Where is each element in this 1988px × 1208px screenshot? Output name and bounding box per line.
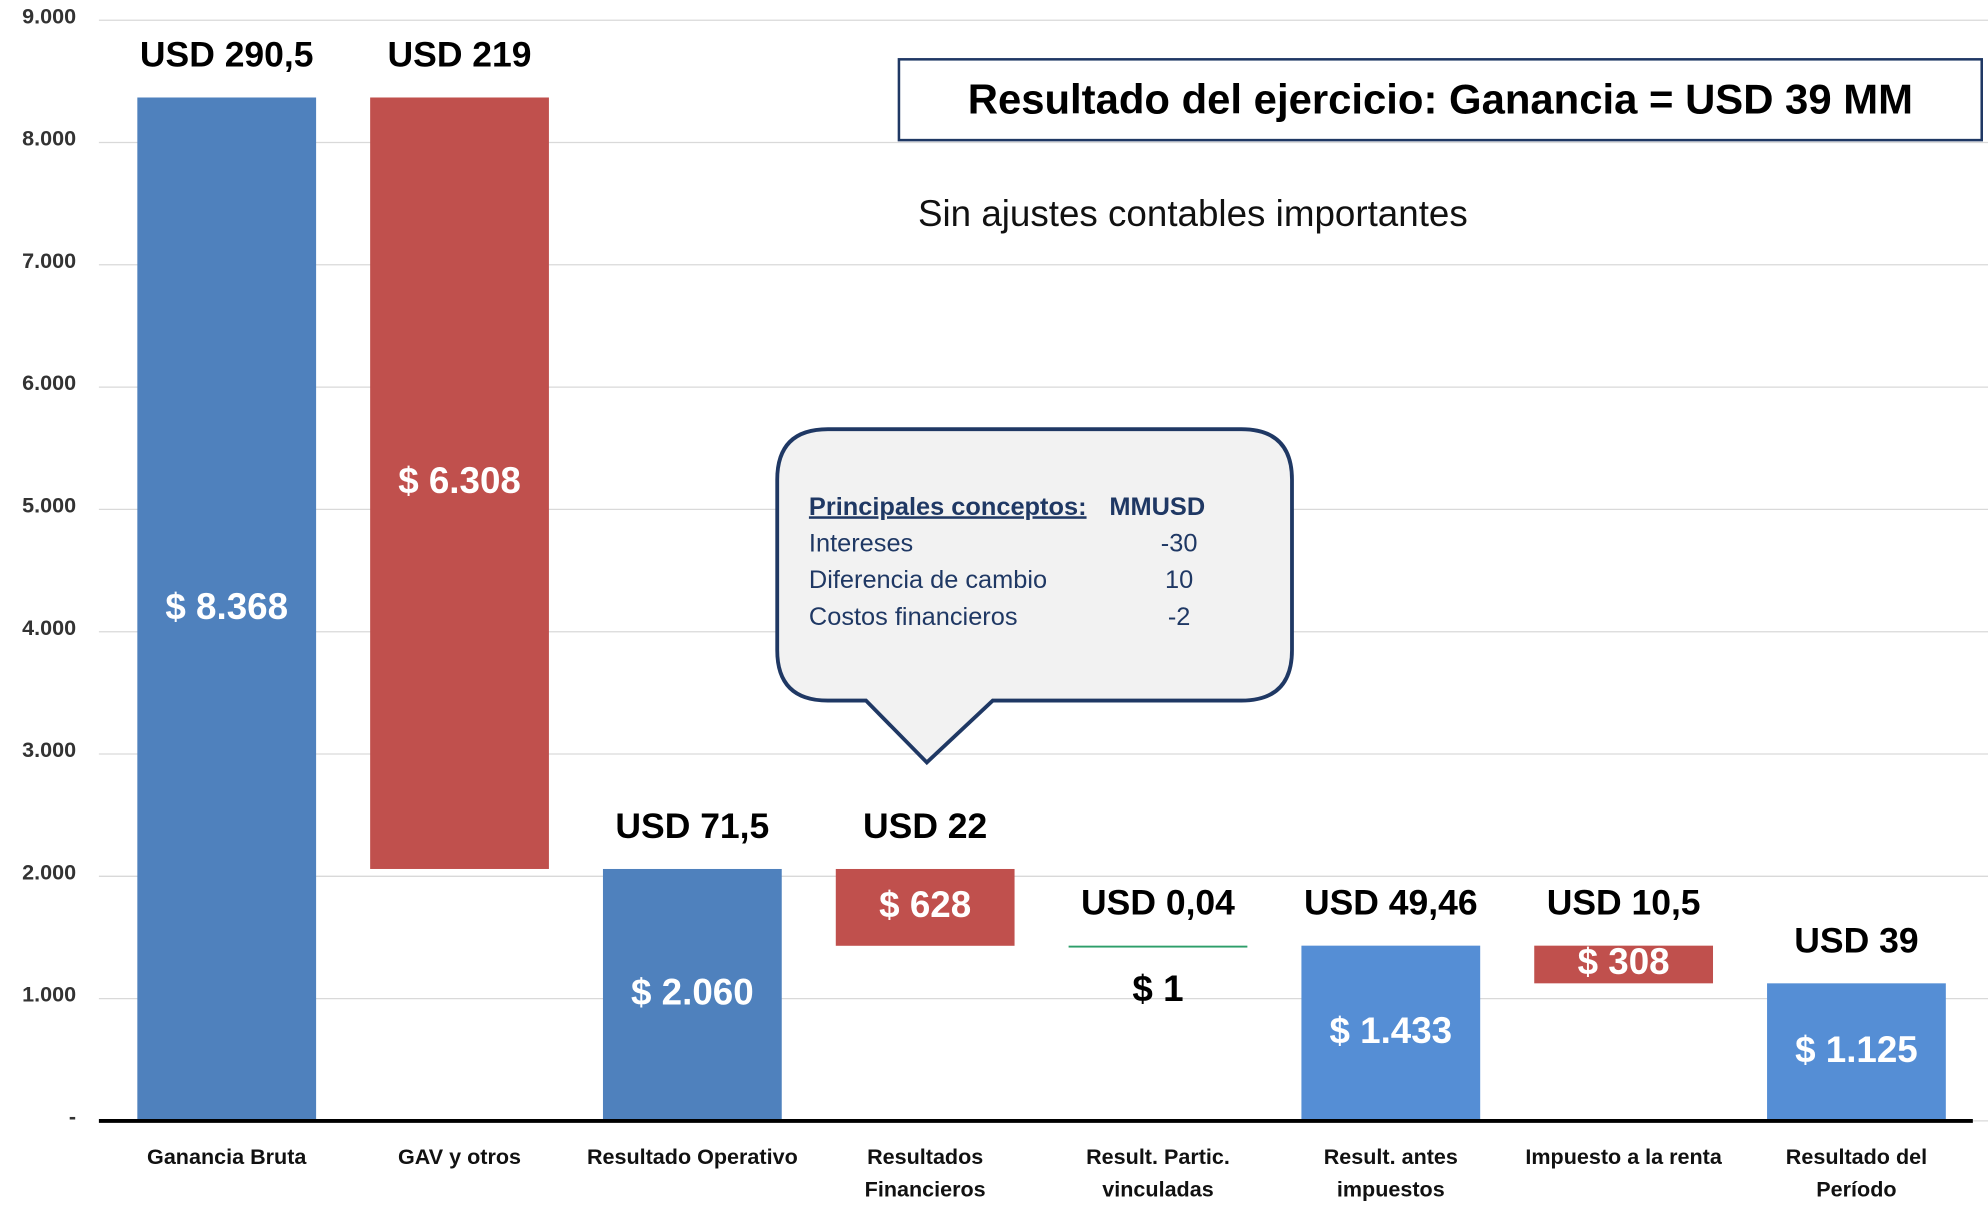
bar	[602, 868, 782, 1121]
y-tick-label: 8.000	[22, 127, 76, 151]
y-tick-label: -	[69, 1105, 76, 1129]
callout-cell: Costos financieros	[808, 603, 1018, 632]
top-label: USD 10,5	[1547, 883, 1701, 923]
x-tick-label: Ganancia Bruta	[147, 1144, 307, 1169]
y-tick-label: 7.000	[22, 249, 76, 273]
x-tick-label: Result. Partic. vinculadas	[1086, 1144, 1230, 1202]
callout-cell: Intereses	[808, 530, 914, 558]
x-tick-label: Resultado del Período	[1785, 1144, 1928, 1202]
value-label: $ 8.368	[165, 586, 288, 627]
value-label: $ 1	[1132, 968, 1183, 1009]
value-label: $ 2.060	[631, 972, 754, 1013]
chart-subtitle: Sin ajustes contables importantes	[917, 194, 1468, 235]
y-tick-label: 5.000	[22, 494, 76, 518]
bar	[835, 868, 1015, 946]
value-label: $ 308	[1578, 941, 1670, 982]
value-label: $ 1.125	[1795, 1029, 1918, 1070]
y-tick-label: 3.000	[22, 738, 76, 762]
top-label: USD 290,5	[140, 35, 314, 75]
top-label: USD 49,46	[1304, 883, 1478, 923]
top-label: USD 71,5	[615, 806, 769, 846]
value-label: $ 6.308	[398, 460, 521, 501]
y-tick-label: 1.000	[22, 983, 76, 1007]
callout-row: Diferencia de cambio 10	[809, 563, 1249, 600]
callout-row: Costos financieros -2	[809, 600, 1249, 637]
bar	[1767, 983, 1946, 1121]
value-label: $ 628	[879, 884, 971, 925]
x-tick-label: Resultado Operativo	[586, 1144, 798, 1169]
top-label: USD 219	[388, 35, 532, 75]
y-tick-label: 4.000	[22, 616, 76, 640]
callout-cell: 10	[1165, 566, 1194, 595]
chart-title: Resultado del ejercicio: Ganancia = USD …	[897, 58, 1983, 142]
bar	[1534, 945, 1714, 984]
callout-cell: -30	[1160, 530, 1198, 558]
callout-cell: Diferencia de cambio	[808, 566, 1048, 595]
x-tick-label: Impuesto a la renta	[1525, 1144, 1722, 1169]
callout-header: Principales conceptos: MMUSD	[809, 490, 1249, 527]
callout-header-cell: MMUSD	[1109, 493, 1206, 522]
y-tick-label: 6.000	[22, 371, 76, 395]
value-label: $ 1.433	[1329, 1010, 1452, 1051]
callout-cell: -2	[1167, 603, 1191, 632]
y-tick-label: 2.000	[22, 860, 76, 884]
callout-table: Principales conceptos: MMUSD Intereses -3…	[809, 490, 1249, 636]
callout-header-cell: Principales conceptos:	[808, 493, 1087, 522]
callout-bubble	[775, 427, 1294, 766]
x-tick-label: Resultados Financieros	[864, 1144, 986, 1202]
callout-row: Intereses -30	[809, 526, 1249, 563]
top-label: USD 39	[1794, 920, 1918, 960]
top-label: USD 22	[863, 806, 987, 846]
top-label: USD 0,04	[1081, 883, 1235, 923]
bar	[1068, 945, 1248, 948]
bar	[1301, 945, 1481, 1121]
bar	[137, 97, 317, 1121]
x-tick-label: GAV y otros	[398, 1144, 522, 1169]
y-tick-label: 9.000	[22, 4, 76, 28]
x-tick-label: Result. antes impuestos	[1323, 1144, 1458, 1202]
bar	[370, 97, 549, 869]
